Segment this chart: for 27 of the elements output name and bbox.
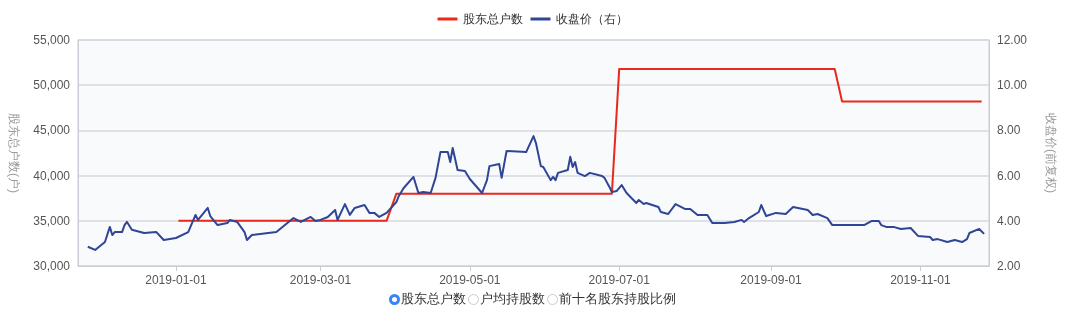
x-tick-label: 2019-09-01 xyxy=(740,273,803,287)
x-tick-label: 2019-03-01 xyxy=(289,273,352,287)
y-tick-label: 30,000 xyxy=(33,259,71,273)
y-tick-label: 35,000 xyxy=(33,213,71,228)
x-tick-label: 2019-05-01 xyxy=(439,273,501,287)
y2-tick-label: 6.00 xyxy=(997,168,1021,183)
y-axis-title: 股东总户数(户) xyxy=(7,113,21,193)
y2-tick-label: 4.00 xyxy=(997,213,1021,228)
y-tick-label: 40,000 xyxy=(33,168,71,183)
line-series xyxy=(86,135,986,251)
y-tick-label: 55,000 xyxy=(33,33,71,47)
y-tick-label: 50,000 xyxy=(33,78,71,93)
y2-axis-title: 收盘价(前复权) xyxy=(1044,113,1058,193)
x-tick-label: 2019-01-01 xyxy=(145,273,207,287)
legend-label: 股东总户数 xyxy=(462,12,523,26)
x-tick-label: 2019-07-01 xyxy=(588,273,651,287)
legend-label: 收盘价（右） xyxy=(555,12,628,26)
y2-tick-label: 10.00 xyxy=(997,78,1028,93)
text: 前十名股东持股比例 xyxy=(559,290,676,308)
x-tick-label: 2019-11-01 xyxy=(890,273,951,287)
text: 户均持股数 xyxy=(480,290,545,308)
y-tick-label: 45,000 xyxy=(33,123,71,138)
y2-tick-label: 12.00 xyxy=(997,33,1028,47)
text: 股东总户数 xyxy=(401,290,466,308)
y2-tick-label: 2.00 xyxy=(997,259,1021,273)
y2-tick-label: 8.00 xyxy=(997,123,1021,138)
line-series xyxy=(177,67,983,222)
